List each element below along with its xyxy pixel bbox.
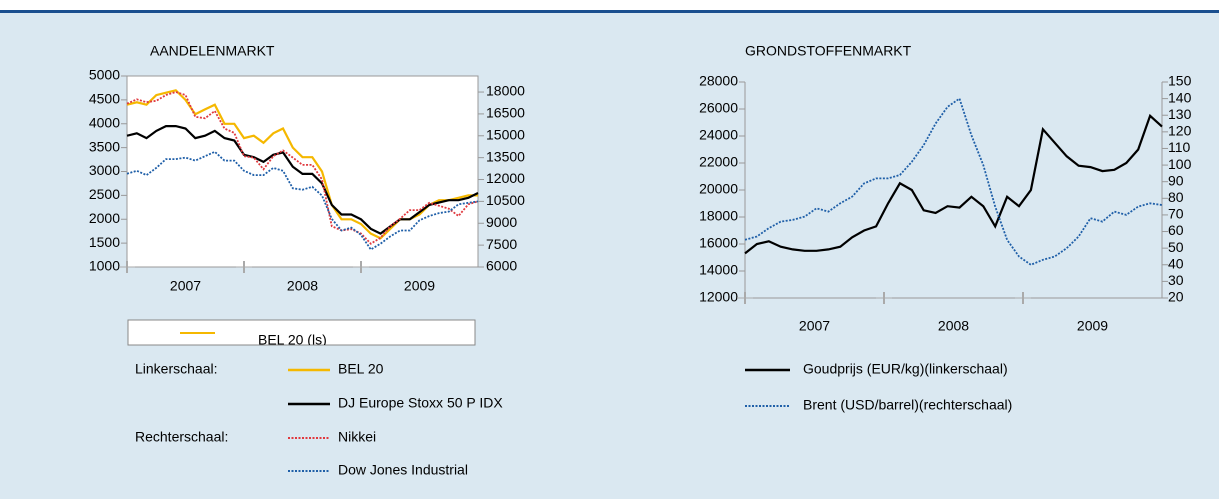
x-tick-label: 2008 [287, 278, 318, 294]
y-tick-label: 2500 [89, 186, 120, 202]
y-tick-label: 4500 [89, 91, 120, 107]
y-tick-label: 20000 [699, 181, 738, 197]
y-tick-label: 2000 [89, 210, 120, 226]
plot-area [126, 75, 479, 268]
y2-tick-label: 50 [1168, 239, 1184, 255]
y2-tick-label: 15000 [486, 126, 525, 142]
y-tick-label: 12000 [699, 289, 738, 305]
series-line [126, 89, 478, 240]
y2-tick-label: 18000 [486, 83, 525, 99]
x-tick-label: 2007 [170, 278, 201, 294]
y2-tick-label: 60 [1168, 222, 1184, 238]
y-tick-label: 3000 [89, 162, 120, 178]
y2-tick-label: 13500 [486, 148, 525, 164]
legend-label: Nikkei [338, 429, 376, 445]
y2-tick-label: 90 [1168, 172, 1184, 188]
scale-label: Rechterschaal: [135, 429, 228, 445]
legend-label: DJ Europe Stoxx 50 P IDX [338, 395, 503, 411]
y-tick-label: 16000 [699, 235, 738, 251]
y2-tick-label: 6000 [486, 258, 517, 274]
y2-tick-label: 110 [1168, 139, 1191, 155]
y-tick-label: 1000 [89, 258, 120, 274]
y2-tick-label: 20 [1168, 289, 1184, 305]
y2-tick-label: 140 [1168, 89, 1192, 105]
y2-tick-label: 10500 [486, 192, 525, 208]
y2-tick-label: 150 [1168, 73, 1192, 89]
series-line [126, 150, 479, 251]
chart-title: AANDELENMARKT [150, 43, 275, 59]
y2-tick-label: 12000 [486, 170, 525, 186]
y-tick-label: 26000 [699, 100, 738, 116]
y-tick-label: 18000 [699, 208, 738, 224]
top-strip [0, 0, 1219, 10]
y2-tick-label: 16500 [486, 105, 525, 121]
y-tick-label: 14000 [699, 262, 738, 278]
y-tick-label: 4000 [89, 114, 120, 130]
y2-tick-label: 40 [1168, 255, 1184, 271]
legend-label: Dow Jones Industrial [338, 462, 468, 478]
y2-tick-label: 100 [1168, 156, 1192, 172]
legend-label: BEL 20 [338, 361, 384, 377]
y2-tick-label: 80 [1168, 189, 1184, 205]
scale-label: Linkerschaal: [135, 361, 218, 377]
y2-tick-label: 120 [1168, 123, 1192, 139]
y2-tick-label: 9000 [486, 214, 517, 230]
y-tick-label: 28000 [699, 73, 738, 89]
y2-tick-label: 130 [1168, 106, 1192, 122]
series-line [126, 125, 479, 235]
x-tick-label: 2008 [938, 318, 969, 334]
y2-tick-label: 70 [1168, 206, 1184, 222]
legend-label: Brent (USD/barrel)(rechterschaal) [803, 397, 1012, 413]
top-rule [0, 10, 1219, 13]
y-tick-label: 5000 [89, 67, 120, 83]
x-tick-label: 2009 [1077, 318, 1108, 334]
series-line [744, 97, 1163, 266]
y-tick-label: 24000 [699, 127, 738, 143]
series-line [744, 113, 1163, 255]
legend-box-text: BEL 20 (ls) [258, 332, 327, 348]
x-tick-label: 2007 [799, 318, 830, 334]
y-tick-label: 1500 [89, 234, 120, 250]
y2-tick-label: 30 [1168, 272, 1184, 288]
y2-tick-label: 7500 [486, 236, 517, 252]
legend-box-clip: BEL 20 (ls) [180, 332, 327, 348]
y-tick-label: 3500 [89, 138, 120, 154]
y-tick-label: 22000 [699, 154, 738, 170]
legend-label: Goudprijs (EUR/kg)(linkerschaal) [803, 361, 1008, 377]
chart-title: GRONDSTOFFENMARKT [745, 43, 912, 59]
x-tick-label: 2009 [404, 278, 435, 294]
